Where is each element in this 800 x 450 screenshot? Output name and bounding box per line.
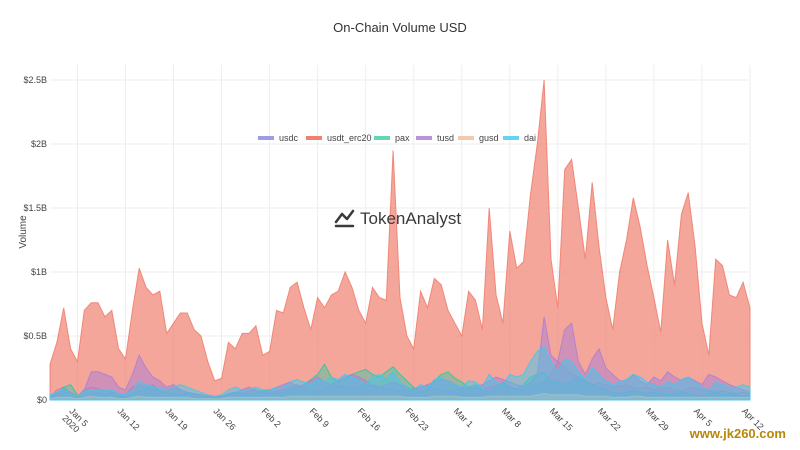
y-tick-label: $1B xyxy=(31,267,47,277)
x-tick-label-line: Jan 12 xyxy=(115,406,141,432)
x-tick-label-line: Feb 9 xyxy=(308,406,331,429)
x-tick-label: Mar 1 xyxy=(452,406,475,429)
x-tick-label: Jan 12 xyxy=(115,406,141,432)
x-tick-label-line: Mar 15 xyxy=(548,406,575,433)
y-tick-label: $1.5B xyxy=(23,203,47,213)
x-tick-label: Feb 16 xyxy=(356,406,383,433)
y-tick-label: $2.5B xyxy=(23,75,47,85)
token-analyst-logo: TokenAnalyst xyxy=(334,209,461,228)
x-tick-label: Feb 9 xyxy=(308,406,331,429)
x-tick-label-line: Mar 8 xyxy=(500,406,523,429)
y-tick-label: $0.5B xyxy=(23,331,47,341)
x-tick-label-line: Feb 2 xyxy=(260,406,283,429)
x-tick-label: Mar 8 xyxy=(500,406,523,429)
series-area-dai xyxy=(49,345,751,401)
y-axis: $0 $0.5B $1B $1.5B $2B $2.5B xyxy=(23,75,47,405)
legend-swatch-usdc xyxy=(258,136,274,140)
x-tick-label: Mar 22 xyxy=(596,406,623,433)
x-tick-label: Jan 26 xyxy=(211,406,237,432)
legend-swatch-usdt_erc20 xyxy=(306,136,322,140)
legend-label-usdc: usdc xyxy=(279,133,299,143)
x-tick-label-line: Apr 5 xyxy=(692,406,714,428)
site-watermark: www.jk260.com xyxy=(689,426,786,441)
x-tick-label-line: Jan 26 xyxy=(211,406,237,432)
series-area-usdt_erc20 xyxy=(49,79,751,401)
legend-swatch-dai xyxy=(503,136,519,140)
legend-label-tusd: tusd xyxy=(437,133,454,143)
x-tick-label-line: Mar 1 xyxy=(452,406,475,429)
grid xyxy=(50,65,751,401)
x-tick-label-line: Mar 29 xyxy=(644,406,671,433)
y-tick-label: $2B xyxy=(31,139,47,149)
x-tick-label: Apr 5 xyxy=(692,406,714,428)
legend: usdc usdt_erc20 pax tusd gusd dai xyxy=(258,133,536,143)
legend-label-usdt_erc20: usdt_erc20 xyxy=(327,133,372,143)
y-axis-title: Volume xyxy=(18,215,29,249)
legend-swatch-gusd xyxy=(458,136,474,140)
logo-chart-icon xyxy=(334,209,355,224)
logo-text: TokenAnalyst xyxy=(360,209,461,228)
legend-swatch-pax xyxy=(374,136,390,140)
x-tick-label-line: Jan 19 xyxy=(163,406,189,432)
y-tick-label: $0 xyxy=(37,395,47,405)
x-tick-label: Feb 23 xyxy=(404,406,431,433)
series-layer xyxy=(49,79,751,401)
x-tick-label-line: Feb 23 xyxy=(404,406,431,433)
chart-title: On-Chain Volume USD xyxy=(333,20,467,35)
legend-swatch-tusd xyxy=(416,136,432,140)
legend-label-pax: pax xyxy=(395,133,410,143)
x-tick-label-line: Feb 16 xyxy=(356,406,383,433)
x-tick-label-line: Mar 22 xyxy=(596,406,623,433)
x-tick-label: Feb 2 xyxy=(260,406,283,429)
legend-label-dai: dai xyxy=(524,133,536,143)
x-tick-label: Mar 29 xyxy=(644,406,671,433)
x-tick-label: Jan 19 xyxy=(163,406,189,432)
legend-label-gusd: gusd xyxy=(479,133,499,143)
x-tick-label: Mar 15 xyxy=(548,406,575,433)
